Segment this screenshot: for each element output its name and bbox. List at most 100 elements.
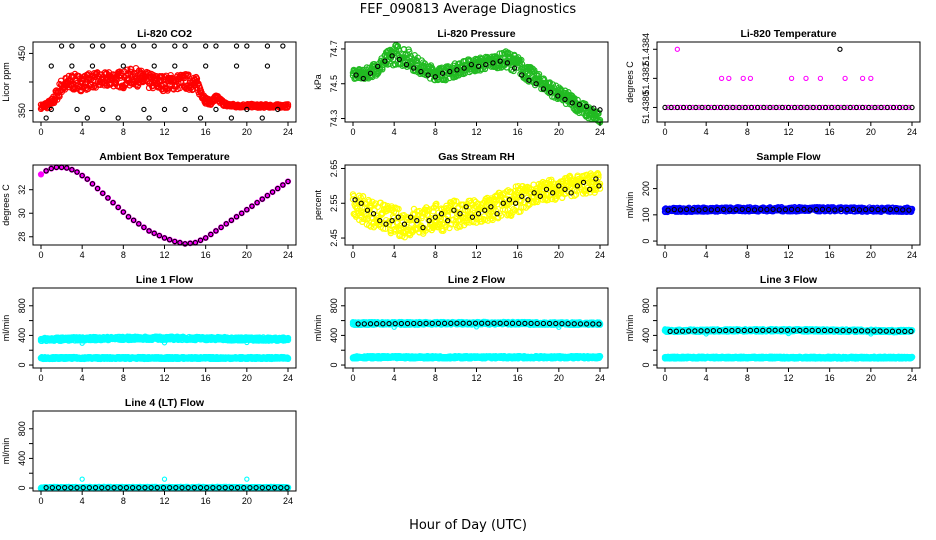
data-point [785, 104, 792, 111]
data-point [275, 185, 281, 192]
data-point [146, 228, 152, 234]
data-point [529, 65, 537, 73]
data-point [130, 217, 137, 223]
x-tick-label: 8 [433, 127, 438, 137]
data-point [510, 67, 517, 75]
x-tick-label: 0 [350, 127, 355, 137]
x-tick-label: 12 [783, 127, 793, 137]
data-point [489, 216, 496, 224]
y-tick-label: 2.55 [329, 194, 339, 212]
data-point [837, 46, 843, 52]
data-point [674, 104, 680, 111]
x-tick-label: 20 [866, 250, 876, 260]
y-tick-label: 350 [17, 103, 27, 118]
x-tick-label: 8 [121, 127, 126, 137]
data-point [185, 71, 192, 78]
data-point [151, 43, 157, 49]
data-point [120, 209, 126, 215]
series-magenta-0 [665, 46, 912, 111]
y-tick-label: 200 [641, 181, 651, 196]
data-point [454, 67, 460, 73]
series-black-1 [352, 176, 602, 231]
data-point [693, 104, 699, 111]
data-point [829, 104, 835, 111]
data-point [389, 53, 395, 59]
data-point [182, 241, 188, 247]
data-point [420, 224, 426, 231]
data-point [526, 77, 532, 83]
data-point [475, 63, 482, 69]
data-point [89, 181, 96, 187]
x-tick-label: 0 [662, 250, 667, 260]
data-point [730, 104, 736, 111]
x-tick-label: 16 [201, 250, 211, 260]
x-tick-label: 4 [704, 250, 709, 260]
data-point [249, 203, 255, 209]
data-point [801, 104, 807, 111]
data-point [359, 193, 367, 200]
data-point [900, 104, 906, 111]
data-point [572, 191, 580, 198]
data-point [166, 237, 173, 243]
series-black-1 [662, 46, 915, 111]
data-point [457, 223, 464, 230]
data-point [726, 75, 732, 82]
y-tick-label: 28 [17, 232, 27, 242]
data-point [64, 165, 70, 171]
data-point [389, 217, 395, 224]
data-point [461, 65, 467, 71]
y-axis-label: percent [313, 189, 323, 220]
y-tick-label: 0 [17, 363, 27, 368]
data-point [377, 217, 383, 224]
data-point [244, 43, 250, 49]
data-point [773, 104, 779, 111]
data-point [576, 101, 583, 108]
data-point [770, 104, 776, 111]
panel-title: Li-820 Pressure [437, 28, 515, 40]
x-tick-label: 0 [38, 373, 43, 383]
x-tick-label: 12 [159, 250, 169, 260]
data-point [228, 217, 235, 223]
data-point [881, 104, 887, 111]
x-tick-label: 12 [159, 127, 169, 137]
panel-title: Li-820 CO2 [137, 28, 192, 40]
data-point [803, 75, 809, 82]
data-point [375, 63, 381, 69]
data-point [767, 104, 773, 111]
data-point [520, 67, 527, 74]
data-point [383, 221, 389, 227]
series-black-1 [353, 53, 603, 113]
data-point [100, 43, 106, 49]
data-point [432, 74, 438, 80]
data-point [358, 200, 364, 206]
data-point [203, 63, 209, 69]
data-point [151, 63, 157, 69]
data-point [136, 221, 142, 227]
panel-title: Li-820 Temperature [740, 28, 836, 40]
data-point [662, 104, 668, 111]
panel-title: Line 2 Flow [448, 274, 506, 286]
data-point [223, 221, 229, 227]
data-point [58, 43, 65, 49]
data-point [832, 104, 838, 111]
data-point [141, 106, 147, 113]
data-point [269, 189, 276, 195]
data-point [213, 228, 219, 234]
data-point [425, 72, 431, 78]
panel-title: Gas Stream RH [438, 151, 514, 163]
data-point [890, 104, 897, 111]
data-point [687, 104, 693, 111]
data-point [665, 104, 671, 111]
data-point [172, 238, 178, 245]
data-point [48, 63, 54, 69]
x-tick-label: 20 [866, 127, 876, 137]
data-point [48, 106, 54, 113]
y-axis-label: degrees C [1, 184, 11, 226]
data-point [511, 65, 518, 71]
data-point [161, 106, 168, 113]
panel-title: Ambient Box Temperature [99, 151, 230, 163]
data-point [508, 188, 515, 196]
data-point [490, 60, 496, 66]
data-point [745, 104, 752, 111]
